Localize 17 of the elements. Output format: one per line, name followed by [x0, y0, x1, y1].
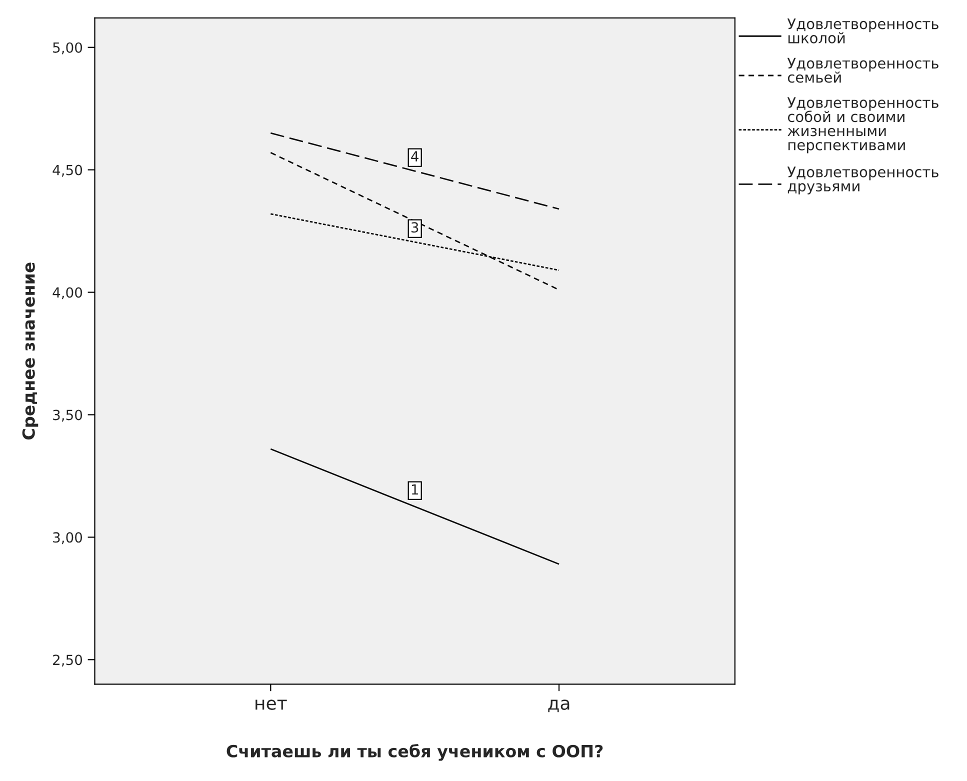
y-tick-label: 5,00 — [53, 42, 82, 54]
annotation: 3 — [411, 222, 418, 233]
legend-label: Удовлетворенность собой и своими жизненными перспективами — [787, 97, 938, 154]
x-tick-label: да — [548, 700, 570, 712]
y-tick-label: 2,50 — [53, 654, 82, 667]
legend-label: Удовлетворенность школой — [787, 18, 938, 44]
y-tick-label: 3,00 — [53, 532, 82, 544]
y-tick-label: 4,00 — [52, 287, 82, 300]
annotation: 1 — [412, 484, 418, 494]
y-tick-label: 3,50 — [53, 410, 82, 422]
y-tick-label: 4,50 — [52, 164, 82, 177]
y-axis-title: Среднее значение — [22, 262, 38, 440]
x-axis-title: Считаешь ли ты себя учеником с ООП? — [226, 744, 603, 761]
legend-label: Удовлетворенность друзьями — [787, 166, 938, 194]
annotation: 4 — [411, 151, 418, 162]
x-tick-label: нет — [256, 700, 287, 710]
legend-label: Удовлетворенность семьей — [787, 58, 938, 83]
